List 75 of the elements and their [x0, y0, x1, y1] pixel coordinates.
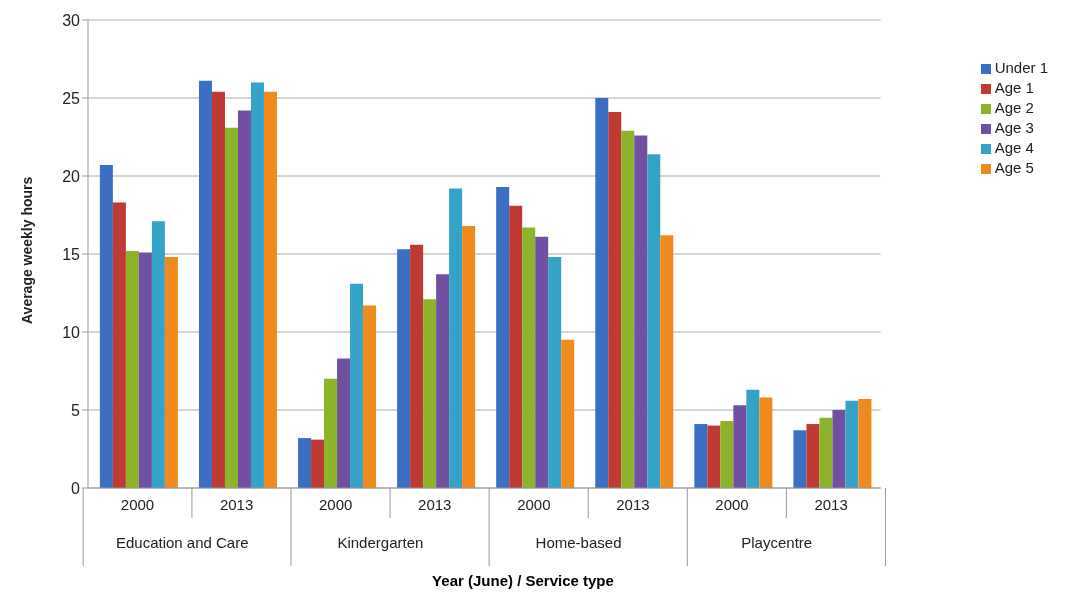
legend-label: Age 2: [994, 99, 1034, 116]
x-tick-label: 2000: [715, 496, 749, 513]
bar: [832, 410, 846, 488]
bar: [298, 438, 312, 488]
bar: [151, 221, 165, 488]
text: Kindergarten: [337, 534, 424, 551]
y-tick-label: 0: [71, 479, 81, 497]
x-tick-label: 2013: [219, 496, 254, 513]
bar: [99, 165, 113, 488]
bar: [138, 252, 152, 488]
y-tick-label: 10: [62, 323, 81, 341]
legend-label: Age 3: [994, 119, 1034, 136]
bar: [608, 112, 622, 488]
bar: [112, 202, 126, 488]
y-tick-label: 15: [62, 245, 81, 263]
bar: [350, 283, 364, 488]
bar: [759, 397, 773, 488]
bar: [621, 130, 635, 488]
bar: [733, 405, 747, 488]
y-tick-label: 20: [62, 167, 81, 185]
bar: [660, 235, 674, 488]
bar: [548, 257, 562, 488]
bar: [436, 274, 450, 488]
bar: [423, 299, 437, 488]
y-tick-label: 25: [62, 89, 81, 107]
bar: [198, 80, 212, 488]
x-tick-label: 2013: [616, 496, 650, 513]
bar: [496, 186, 510, 488]
y-tick-label: 30: [62, 11, 81, 29]
bar: [211, 91, 225, 488]
y-tick-label: 5: [71, 401, 81, 419]
x-tick-label: 2000: [120, 496, 155, 513]
bar: [363, 305, 377, 488]
bar: [535, 236, 549, 488]
bar: [462, 225, 476, 488]
bar: [806, 424, 820, 488]
text: Playcentre: [741, 534, 813, 551]
x-tick-label: 2013: [418, 496, 452, 513]
bar: [746, 389, 760, 488]
bar: [410, 244, 424, 488]
bar: [337, 358, 351, 488]
bar: [237, 110, 251, 488]
bar: [397, 249, 411, 488]
bar: [125, 250, 139, 488]
bar: [324, 378, 338, 488]
legend-label: Under 1: [994, 59, 1048, 76]
legend-label: Age 5: [994, 159, 1034, 176]
bar: [224, 127, 238, 488]
text: Education and Care: [115, 534, 249, 551]
y-axis-title: Average weekly hours: [18, 176, 35, 324]
x-tick-label: 2013: [814, 496, 848, 513]
bar: [561, 339, 575, 488]
bar: [707, 425, 721, 488]
x-tick-label: 2000: [517, 496, 551, 513]
x-axis-title: Year (June) / Service type: [431, 572, 615, 589]
bar: [858, 399, 872, 488]
bar: [263, 91, 277, 488]
x-tick-label: 2000: [319, 496, 353, 513]
bar: [634, 135, 648, 488]
bar: [694, 424, 708, 488]
bar: [595, 98, 609, 488]
bar: [819, 417, 833, 488]
bar: [720, 420, 734, 488]
bar: [522, 227, 536, 488]
bar: [647, 154, 661, 488]
bar: [449, 188, 463, 488]
bar: [509, 205, 523, 488]
legend-label: Age 1: [994, 79, 1034, 96]
bar: [845, 400, 859, 488]
bar: [311, 439, 325, 488]
legend-label: Age 4: [994, 139, 1034, 156]
bar: [164, 257, 178, 488]
bar: [793, 430, 807, 488]
text: Home-based: [535, 534, 622, 551]
bar: [250, 82, 264, 488]
